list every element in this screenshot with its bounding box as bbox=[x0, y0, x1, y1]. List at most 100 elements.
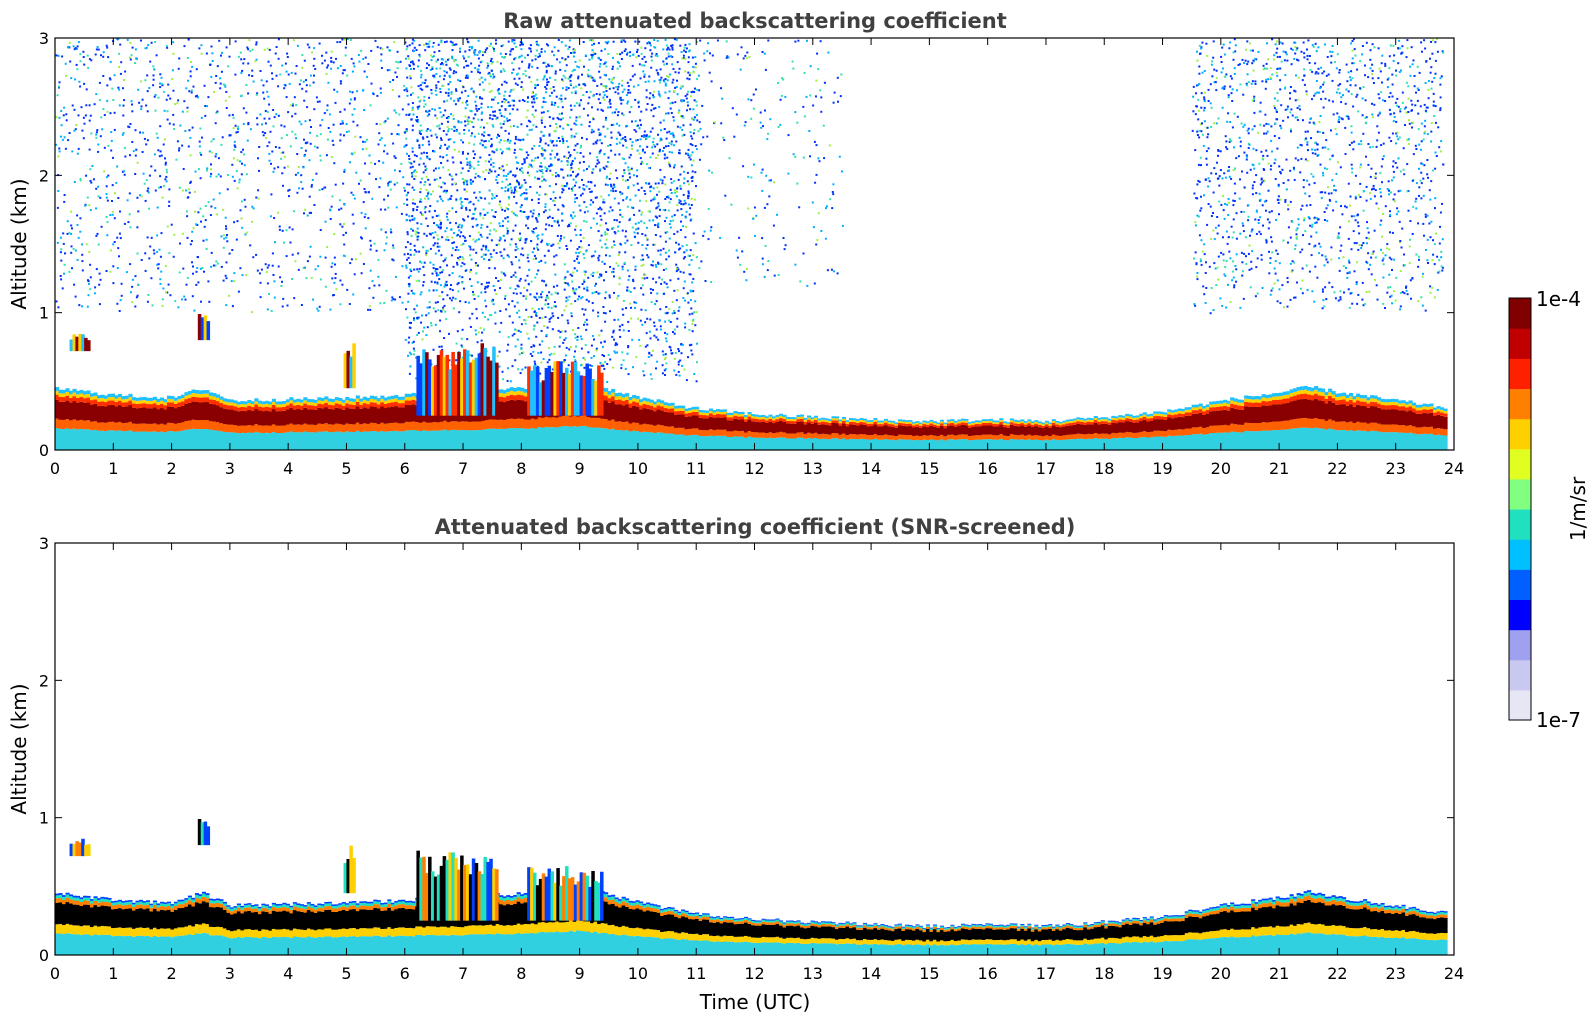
noise-speckle bbox=[610, 131, 613, 134]
noise-speckle bbox=[528, 129, 531, 132]
noise-speckle bbox=[590, 53, 593, 56]
noise-speckle bbox=[341, 72, 344, 75]
noise-speckle bbox=[499, 251, 502, 254]
noise-speckle bbox=[323, 59, 326, 62]
noise-speckle bbox=[280, 151, 283, 154]
noise-speckle bbox=[343, 168, 346, 171]
noise-speckle bbox=[519, 277, 522, 280]
noise-speckle bbox=[73, 108, 76, 111]
noise-speckle bbox=[575, 175, 578, 178]
noise-speckle bbox=[342, 254, 345, 257]
noise-speckle bbox=[630, 206, 633, 209]
noise-speckle bbox=[271, 252, 274, 255]
noise-speckle bbox=[683, 199, 686, 202]
noise-speckle bbox=[432, 41, 435, 44]
noise-speckle bbox=[187, 79, 189, 82]
noise-speckle bbox=[488, 233, 491, 236]
noise-speckle bbox=[171, 69, 174, 72]
noise-speckle bbox=[109, 112, 112, 115]
noise-speckle bbox=[711, 171, 713, 174]
noise-speckle bbox=[591, 54, 594, 57]
noise-speckle bbox=[704, 280, 707, 282]
noise-speckle bbox=[68, 270, 71, 273]
noise-speckle bbox=[456, 261, 458, 264]
noise-speckle bbox=[456, 64, 459, 67]
noise-speckle bbox=[550, 65, 553, 68]
noise-speckle bbox=[622, 299, 625, 302]
noise-speckle bbox=[828, 144, 831, 147]
noise-speckle bbox=[74, 78, 77, 81]
noise-speckle bbox=[277, 85, 280, 88]
noise-speckle bbox=[406, 231, 409, 234]
noise-speckle bbox=[685, 225, 687, 228]
noise-speckle bbox=[799, 280, 802, 283]
noise-speckle bbox=[454, 297, 457, 300]
noise-speckle bbox=[792, 153, 795, 156]
noise-speckle bbox=[499, 236, 502, 239]
noise-speckle bbox=[695, 185, 697, 188]
noise-speckle bbox=[533, 345, 536, 348]
noise-speckle bbox=[469, 254, 472, 257]
noise-speckle bbox=[583, 201, 586, 204]
noise-speckle bbox=[663, 146, 665, 149]
noise-speckle bbox=[676, 190, 678, 193]
noise-speckle bbox=[599, 215, 602, 218]
noise-speckle bbox=[645, 226, 648, 229]
noise-speckle bbox=[351, 213, 354, 216]
noise-speckle bbox=[295, 65, 298, 67]
noise-speckle bbox=[228, 294, 231, 297]
noise-speckle bbox=[601, 109, 604, 112]
noise-speckle bbox=[205, 238, 208, 241]
noise-speckle bbox=[1293, 296, 1296, 299]
noise-speckle bbox=[352, 222, 355, 225]
noise-speckle bbox=[273, 280, 276, 283]
noise-speckle bbox=[558, 61, 561, 64]
noise-speckle bbox=[605, 271, 608, 273]
noise-speckle bbox=[442, 308, 445, 311]
noise-speckle bbox=[664, 320, 667, 323]
noise-speckle bbox=[679, 359, 682, 362]
noise-speckle bbox=[582, 83, 585, 86]
noise-speckle bbox=[463, 66, 466, 69]
noise-speckle bbox=[680, 343, 683, 345]
noise-speckle bbox=[160, 232, 163, 235]
noise-speckle bbox=[792, 67, 795, 70]
noise-speckle bbox=[714, 121, 716, 124]
noise-speckle bbox=[161, 304, 164, 307]
noise-speckle bbox=[105, 196, 108, 199]
noise-speckle bbox=[533, 159, 535, 162]
noise-speckle bbox=[418, 163, 421, 166]
noise-speckle bbox=[85, 174, 88, 177]
noise-speckle bbox=[520, 86, 523, 88]
noise-speckle bbox=[815, 95, 817, 98]
noise-speckle bbox=[621, 178, 624, 181]
noise-speckle bbox=[445, 280, 448, 283]
noise-speckle bbox=[386, 236, 388, 239]
noise-speckle bbox=[480, 235, 483, 238]
noise-speckle bbox=[363, 216, 366, 219]
noise-speckle bbox=[669, 346, 672, 349]
noise-speckle bbox=[641, 64, 644, 67]
noise-speckle bbox=[95, 207, 98, 210]
noise-speckle bbox=[484, 51, 487, 54]
noise-speckle bbox=[75, 63, 78, 66]
noise-speckle bbox=[802, 252, 805, 255]
noise-speckle bbox=[422, 284, 425, 287]
noise-speckle bbox=[58, 150, 61, 153]
noise-speckle bbox=[251, 205, 254, 208]
noise-speckle bbox=[526, 100, 529, 103]
noise-speckle bbox=[99, 278, 102, 281]
noise-speckle bbox=[630, 244, 633, 247]
noise-speckle bbox=[168, 200, 171, 203]
noise-speckle bbox=[527, 215, 530, 218]
noise-speckle bbox=[162, 185, 165, 187]
noise-speckle bbox=[685, 210, 688, 213]
noise-speckle bbox=[442, 306, 445, 309]
noise-speckle bbox=[531, 307, 534, 310]
noise-speckle bbox=[661, 278, 664, 281]
noise-speckle bbox=[557, 158, 560, 161]
noise-speckle bbox=[506, 232, 509, 235]
noise-speckle bbox=[583, 279, 585, 282]
noise-speckle bbox=[115, 181, 118, 184]
noise-speckle bbox=[503, 120, 506, 123]
